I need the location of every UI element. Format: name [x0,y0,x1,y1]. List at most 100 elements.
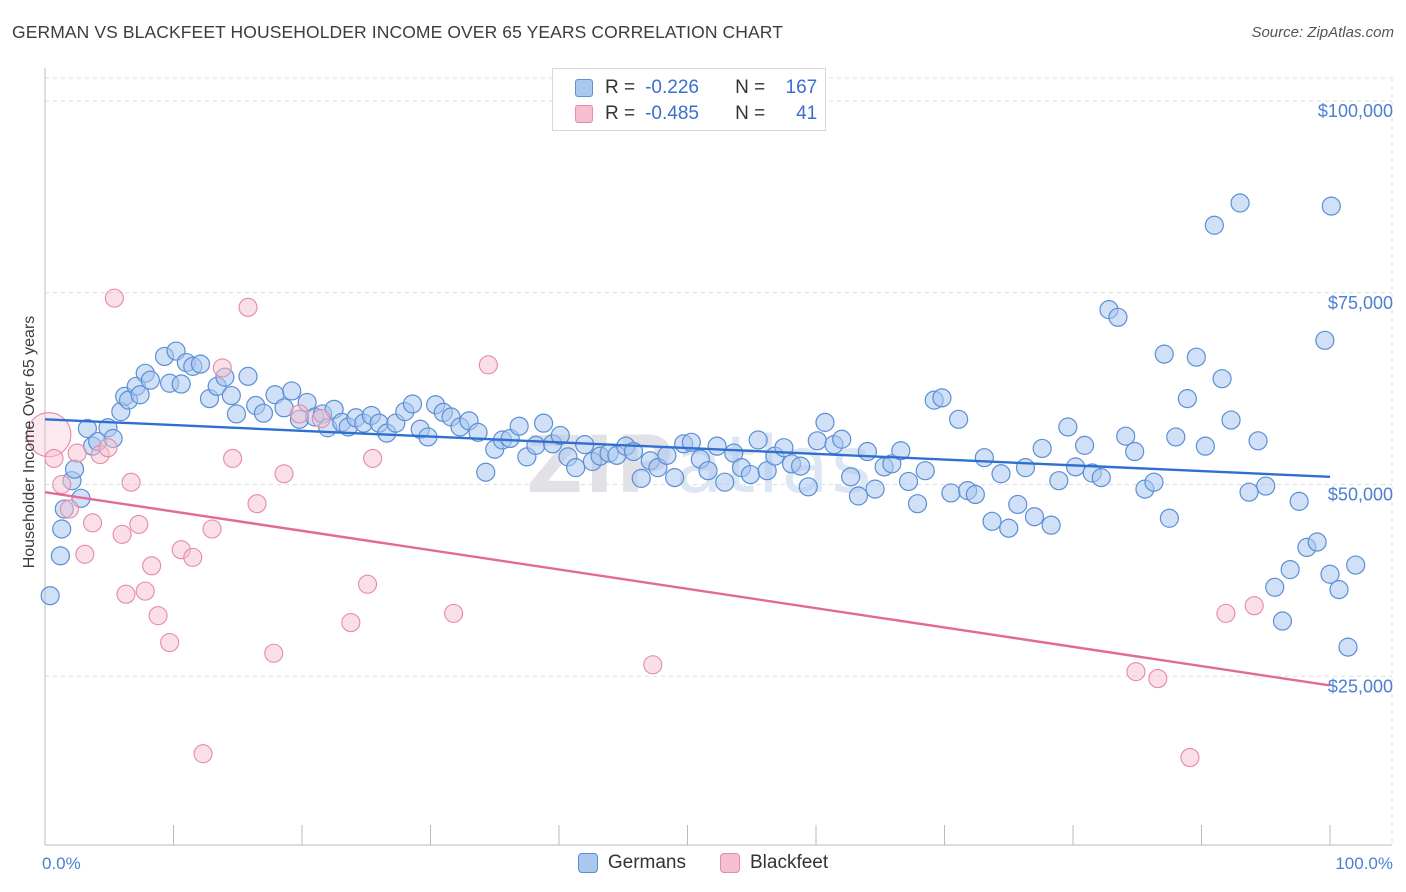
german-point [1166,427,1186,447]
german-point [974,448,994,468]
german-point [52,519,72,539]
german-point [253,403,274,423]
german-point [1307,532,1327,552]
german-point [740,464,761,485]
german-point [171,374,191,394]
blackfeet-point [223,448,243,468]
german-point [941,483,961,503]
german-point [1221,410,1241,430]
german-point [1144,472,1164,492]
blackfeet-point [59,499,79,519]
german-point [665,468,685,488]
german-point [1008,494,1028,515]
blackfeet-point [193,744,213,764]
series-legend: Germans Blackfeet [0,852,1406,874]
legend-r-label: R = [605,77,636,98]
german-point [631,468,651,488]
german-point [1125,441,1145,462]
german-point [1159,508,1179,528]
german-point [999,518,1019,538]
german-point [1058,417,1078,437]
x-tick-label-max: 100.0% [1335,854,1393,873]
y-tick-label: $75,000 [1328,293,1393,313]
legend-r-value: -0.485 [645,103,699,124]
german-trend-line [44,418,1331,479]
german-point [1256,476,1276,496]
german-point [1248,431,1268,451]
german-point [932,388,952,408]
german-point [64,459,85,479]
german-point [898,471,919,492]
blackfeet-point [1180,748,1200,768]
german-point [798,477,818,497]
german-point [77,418,98,439]
german-point [1177,389,1197,409]
blackfeet-points [26,288,1264,768]
german-point [221,385,241,406]
blackfeet-point [104,288,124,308]
german-point [1346,555,1366,575]
legend-label-germans: Germans [607,852,686,873]
legend-item-blackfeet[interactable]: Blackfeet [719,852,828,874]
german-point [1320,564,1340,584]
source-label: Source: ZipAtlas.com [1251,24,1394,41]
blackfeet-point [341,613,361,633]
blackfeet-point [478,355,498,375]
german-point [848,486,869,506]
german-point [282,381,302,401]
german-point [965,484,985,505]
legend-n-label: N = [735,77,766,98]
german-point [130,385,150,405]
blackfeet-point [1126,662,1146,682]
german-point [1186,347,1206,367]
blackfeet-point [1216,603,1236,623]
blackfeet-point [98,438,118,458]
german-point [715,472,735,492]
german-point [1230,193,1250,213]
blackfeet-point [357,574,378,594]
german-point [1108,307,1128,327]
german-point [226,404,247,424]
blackfeet-point [44,448,64,468]
german-point [1091,468,1111,488]
legend-swatch-germans [575,79,593,97]
german-point [1032,438,1052,459]
blackfeet-trend-line [44,490,1331,687]
german-point [790,456,811,476]
blackfeet-point [311,408,331,429]
blackfeet-point [202,519,222,539]
blackfeet-point [160,632,180,653]
legend-row-germans: R = -0.226 N = 167 [575,77,817,99]
german-point [774,438,794,458]
german-point [1212,369,1232,389]
german-point [982,511,1002,531]
y-axis-label: Householder Income Over 65 years [21,316,38,569]
german-point [526,435,546,455]
german-point [476,462,496,482]
german-point [50,546,71,566]
german-point [1074,435,1095,455]
blackfeet-point [643,655,663,675]
blackfeet-point [264,643,284,663]
blackfeet-point [116,584,136,604]
legend-item-germans[interactable]: Germans [577,852,686,874]
german-point [238,366,258,386]
german-point [991,464,1011,484]
blackfeet-point [129,514,149,534]
german-point [1015,458,1036,478]
german-point [1154,344,1174,364]
german-point [1116,426,1136,446]
german-point [1265,577,1285,597]
legend-swatch-blackfeet [719,853,740,873]
stats-legend: R = -0.226 N = 167 R = -0.485 N = 41 [552,68,826,131]
german-point [1049,471,1069,491]
german-point [657,445,677,465]
legend-row-blackfeet: R = -0.485 N = 41 [575,103,817,125]
blackfeet-point [238,297,258,317]
german-point [748,430,768,450]
y-tick-label: $50,000 [1328,485,1393,505]
german-point [550,425,570,446]
blackfeet-point [274,464,294,484]
blackfeet-point [142,556,162,576]
